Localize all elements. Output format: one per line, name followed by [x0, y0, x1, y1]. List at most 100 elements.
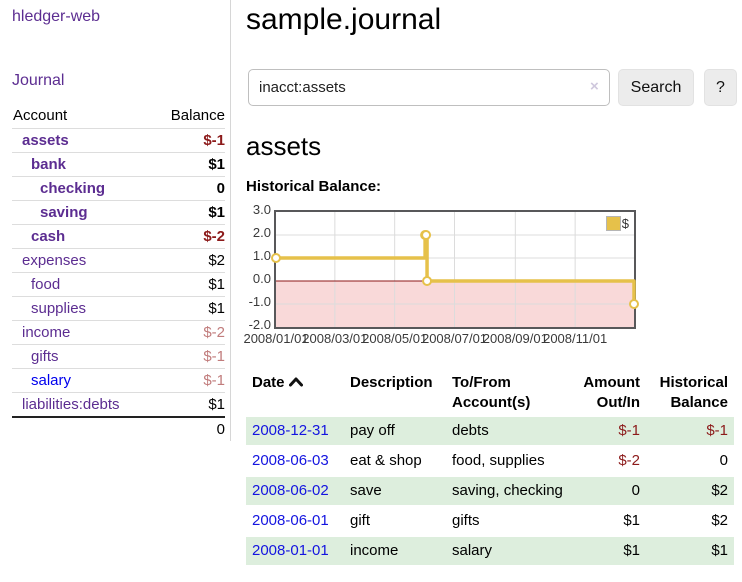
account-balance: $1: [152, 152, 225, 177]
account-balance: $-1: [152, 128, 225, 153]
sidebar-account-link[interactable]: assets: [22, 132, 69, 149]
sidebar-account-link[interactable]: food: [31, 276, 61, 293]
transaction-balance: $2: [646, 477, 734, 505]
sidebar-account-link[interactable]: gifts: [31, 348, 59, 365]
accounts-total-value: 0: [152, 416, 225, 441]
register-header-amount: Amount Out/In: [583, 374, 640, 411]
account-balance: $2: [152, 248, 225, 273]
transaction-balance: $-1: [646, 417, 734, 445]
transaction-balance: $1: [646, 537, 734, 565]
sidebar-item-journal[interactable]: Journal: [12, 72, 65, 89]
sort-ascending-icon[interactable]: [288, 377, 303, 387]
app-title-link[interactable]: hledger-web: [12, 8, 101, 25]
accounts-header-balance: Balance: [170, 107, 225, 124]
sidebar-account-link[interactable]: bank: [31, 156, 67, 173]
transaction-description: eat & shop: [350, 452, 422, 469]
transaction-row: 2008-06-01 gift gifts $1 $2: [246, 507, 734, 535]
transaction-accounts: saving, checking: [446, 477, 572, 505]
transaction-date-link[interactable]: 2008-06-01: [252, 512, 329, 529]
account-row: food $1: [12, 272, 225, 297]
legend-label: $: [621, 216, 629, 231]
accounts-total-row: 0: [12, 416, 225, 441]
sidebar-account-link[interactable]: liabilities:debts: [22, 396, 120, 413]
account-row: assets $-1: [12, 128, 225, 153]
transaction-balance: $2: [711, 512, 728, 529]
transaction-description: income: [344, 537, 446, 565]
sidebar-account-link[interactable]: saving: [40, 204, 88, 221]
register-header-to/from: To/From Account(s): [452, 374, 531, 411]
transaction-amount: 0: [572, 477, 646, 505]
main-content: sample.journal × Search ? assets Histori…: [243, 0, 738, 567]
y-axis-tick-label: -1.0: [248, 294, 271, 309]
transaction-description: pay off: [344, 417, 446, 445]
account-balance: $1: [152, 200, 225, 225]
transaction-row: 2008-12-31 pay off debts $-1 $-1: [246, 417, 734, 445]
accounts-table: Account Balance assets $-1 bank $1 checking 0…: [12, 104, 225, 441]
account-balance: $-2: [152, 224, 225, 249]
spacer: [12, 416, 153, 441]
x-axis-tick-label: 2008/01/01: [243, 331, 309, 346]
transaction-row: 2008-06-03 eat & shop food, supplies $-2 0: [246, 447, 734, 475]
chart-plot-area: $: [271, 210, 639, 329]
account-row: supplies $1: [12, 296, 225, 321]
transaction-date-link[interactable]: 2008-01-01: [252, 542, 329, 559]
historical-balance-chart: 3.0 2.0 1.0 0.0 -1.0 -2.0 $ 2008/01/01 2008/03…: [243, 202, 738, 348]
sidebar-account-link[interactable]: checking: [40, 180, 106, 197]
account-balance: $1: [152, 296, 225, 321]
x-axis-tick-label: 2008/03/01: [302, 331, 368, 346]
transaction-balance: 0: [719, 452, 728, 469]
sidebar-account-link[interactable]: supplies: [31, 300, 87, 317]
sidebar-account-link[interactable]: expenses: [22, 252, 87, 269]
register-table-header: Date Description To/From Account(s) Amount …: [246, 371, 734, 415]
transaction-date-link[interactable]: 2008-12-31: [252, 422, 329, 439]
search-form: × Search ?: [246, 69, 738, 106]
transaction-accounts: gifts: [452, 512, 480, 529]
account-row: expenses $2: [12, 248, 225, 273]
accounts-table-header: Account Balance: [12, 104, 225, 129]
data-point-marker: [629, 299, 639, 309]
y-axis-tick-label: 1.0: [252, 248, 271, 263]
data-point-marker: [421, 230, 432, 240]
transaction-accounts: salary: [446, 537, 572, 565]
y-axis-tick-label: 3.0: [252, 202, 271, 217]
account-row: income $-2: [12, 320, 225, 345]
clear-search-icon[interactable]: ×: [590, 78, 599, 95]
transaction-amount: $1: [572, 537, 646, 565]
transaction-date-link[interactable]: 2008-06-03: [252, 452, 329, 469]
x-axis-tick-label: 2008/05/01: [362, 331, 428, 346]
help-button[interactable]: ?: [704, 69, 737, 106]
data-point-marker: [271, 253, 281, 263]
sidebar-account-link[interactable]: income: [22, 324, 71, 341]
sidebar-account-link[interactable]: salary: [31, 372, 72, 389]
y-axis-tick-label: 2.0: [252, 225, 271, 240]
register-header-historical: Historical Balance: [659, 374, 728, 411]
account-row: gifts $-1: [12, 344, 225, 369]
transaction-amount: $-1: [572, 417, 646, 445]
data-point-marker: [422, 276, 433, 286]
x-axis-tick-label: 2008/07/01: [421, 331, 488, 346]
account-balance: $1: [152, 392, 225, 417]
transaction-row: 2008-01-01 income salary $1 $1: [246, 537, 734, 565]
register-header-date[interactable]: Date: [246, 371, 344, 415]
search-button[interactable]: Search: [618, 69, 694, 106]
account-row: bank $1: [12, 152, 225, 177]
transaction-row: 2008-06-02 save saving, checking 0 $2: [246, 477, 734, 505]
chart-legend: $: [605, 216, 629, 231]
transaction-date-link[interactable]: 2008-06-02: [252, 482, 329, 499]
account-row: salary $-1: [12, 368, 225, 393]
x-axis-tick-label: 2008/09/01: [482, 331, 548, 346]
account-balance: $1: [152, 272, 225, 297]
transaction-description: gift: [350, 512, 371, 529]
account-balance: $-1: [152, 368, 225, 393]
sidebar-account-link[interactable]: cash: [31, 228, 66, 245]
y-axis-tick-label: -2.0: [248, 317, 271, 332]
transaction-amount: $1: [623, 512, 640, 529]
accounts-header-account: Account: [13, 107, 68, 124]
legend-swatch-icon: [605, 216, 621, 231]
transaction-accounts: debts: [446, 417, 572, 445]
account-row: cash $-2: [12, 224, 225, 249]
chart-title: Historical Balance:: [246, 178, 382, 195]
search-input[interactable]: [248, 69, 610, 106]
account-balance: $-2: [152, 320, 225, 345]
register-table: Date Description To/From Account(s) Amount …: [246, 369, 734, 567]
